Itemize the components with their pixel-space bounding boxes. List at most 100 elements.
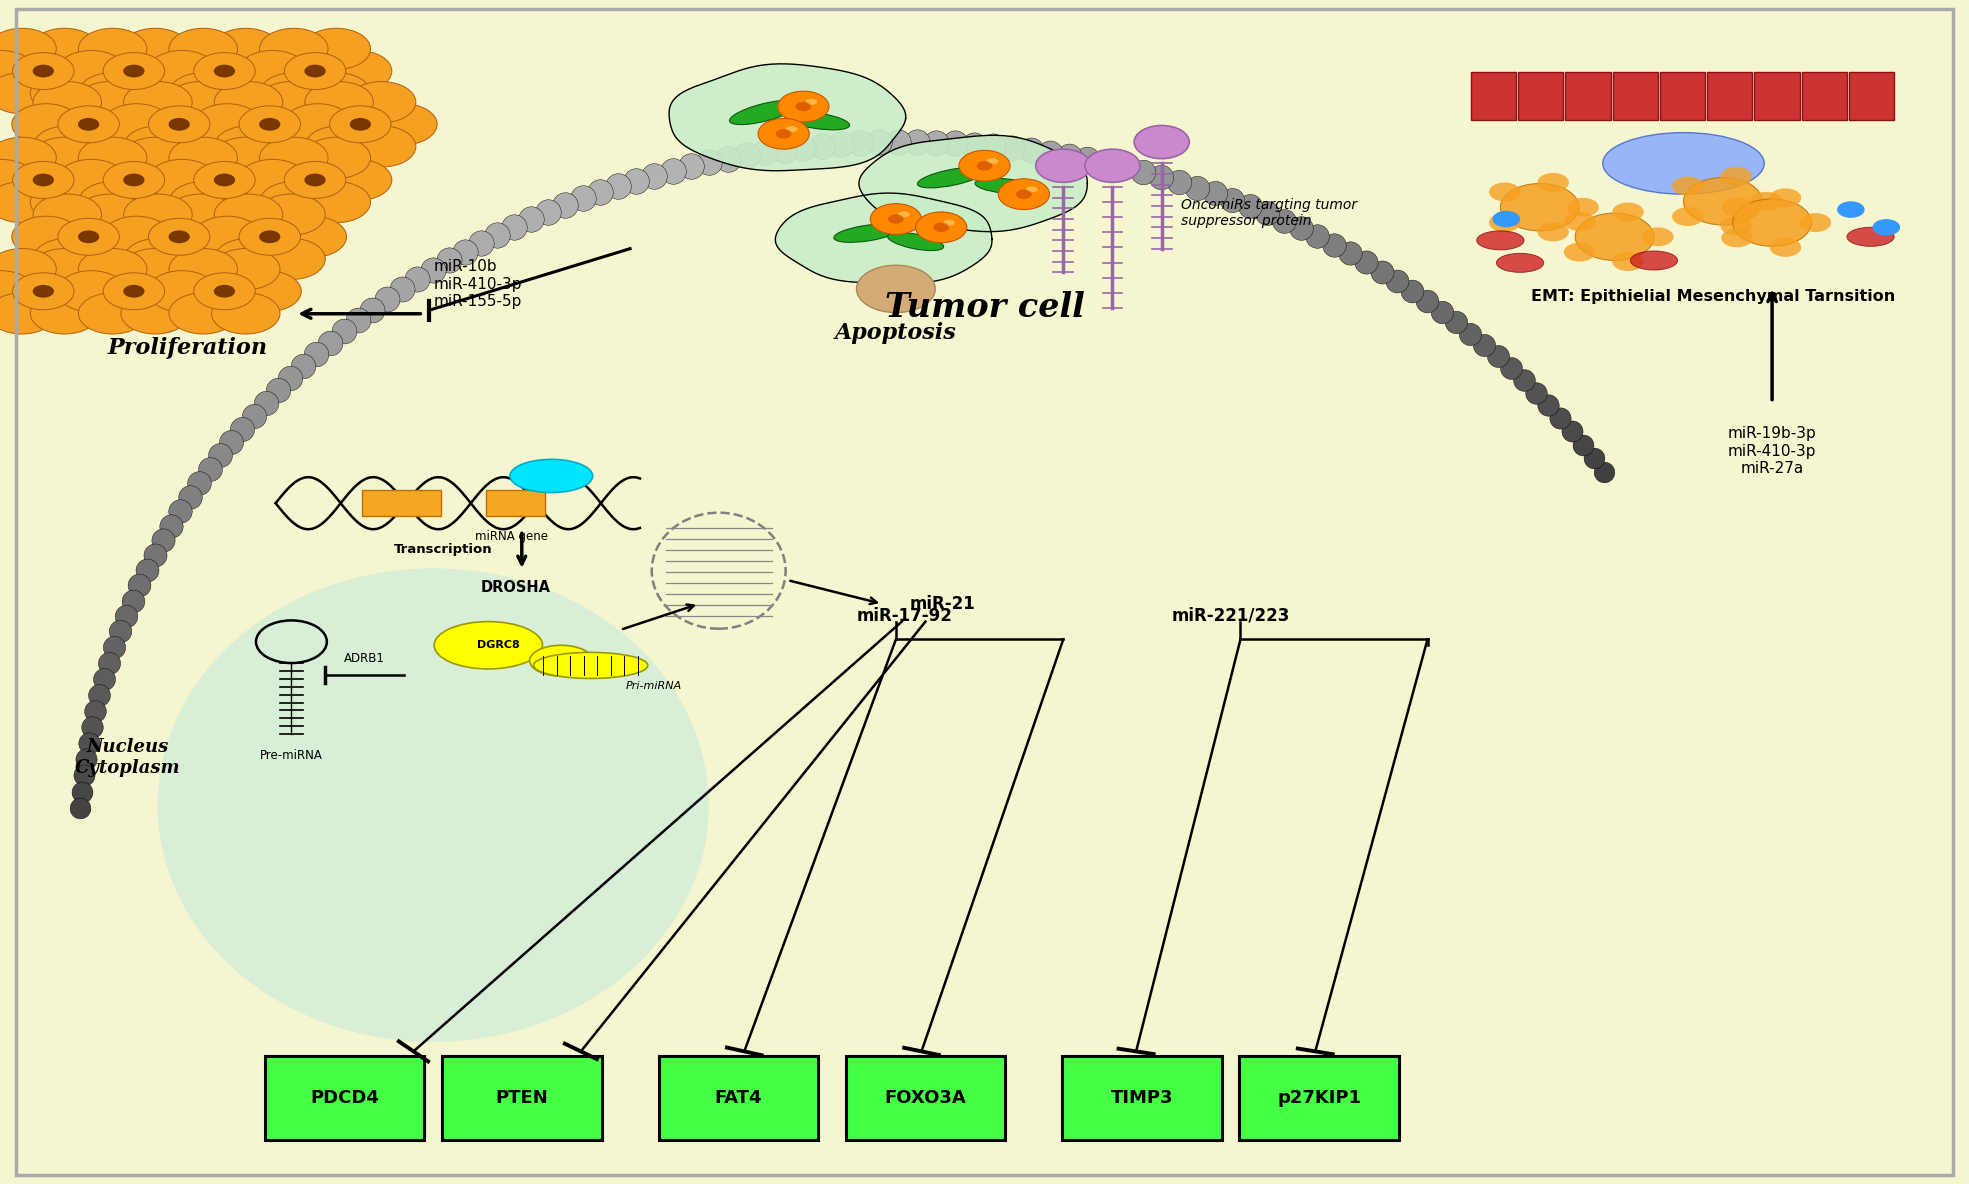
Point <box>1508 371 1540 390</box>
Circle shape <box>0 28 57 70</box>
Circle shape <box>1733 199 1811 246</box>
Circle shape <box>193 104 262 144</box>
Point <box>449 242 480 260</box>
Point <box>1071 150 1103 169</box>
Circle shape <box>323 51 392 91</box>
Point <box>1544 408 1575 427</box>
Point <box>1146 167 1177 186</box>
Circle shape <box>165 238 234 279</box>
Ellipse shape <box>1630 251 1678 270</box>
Circle shape <box>260 137 329 179</box>
Circle shape <box>305 174 325 186</box>
Circle shape <box>0 249 57 290</box>
Text: Nucleus
Cytoplasm: Nucleus Cytoplasm <box>75 739 181 777</box>
Circle shape <box>102 104 171 144</box>
Text: FOXO3A: FOXO3A <box>884 1089 967 1107</box>
Ellipse shape <box>1847 227 1894 246</box>
Circle shape <box>278 104 347 144</box>
Point <box>205 446 236 465</box>
Point <box>1268 211 1300 230</box>
Circle shape <box>79 292 148 334</box>
Point <box>85 686 116 704</box>
Circle shape <box>1613 252 1644 271</box>
Circle shape <box>1721 167 1752 186</box>
FancyBboxPatch shape <box>1660 72 1705 120</box>
FancyBboxPatch shape <box>1613 72 1658 120</box>
Point <box>1286 219 1317 238</box>
FancyBboxPatch shape <box>1471 72 1516 120</box>
Ellipse shape <box>510 459 593 493</box>
Circle shape <box>79 72 148 114</box>
Point <box>183 474 215 493</box>
Circle shape <box>120 181 189 223</box>
FancyBboxPatch shape <box>1849 72 1894 120</box>
Point <box>1366 262 1398 281</box>
Circle shape <box>256 82 325 123</box>
Circle shape <box>350 118 370 130</box>
Circle shape <box>215 126 284 167</box>
Point <box>713 149 744 168</box>
Circle shape <box>278 217 347 257</box>
Point <box>1053 147 1085 166</box>
Text: miRNA gene: miRNA gene <box>475 530 549 543</box>
Point <box>193 459 224 478</box>
Point <box>93 654 124 673</box>
Text: miR-17-92: miR-17-92 <box>857 606 953 625</box>
Circle shape <box>0 160 35 200</box>
Circle shape <box>12 272 75 310</box>
Circle shape <box>323 160 392 200</box>
Circle shape <box>1672 176 1703 195</box>
Circle shape <box>305 126 374 167</box>
Circle shape <box>79 118 98 130</box>
Circle shape <box>1538 223 1569 242</box>
Circle shape <box>238 51 307 91</box>
Circle shape <box>30 28 98 70</box>
Circle shape <box>142 160 211 200</box>
Circle shape <box>124 174 144 186</box>
Circle shape <box>193 217 262 257</box>
Circle shape <box>260 231 280 243</box>
Circle shape <box>51 51 120 91</box>
Circle shape <box>238 218 301 256</box>
Text: Pre-miRNA: Pre-miRNA <box>260 749 323 762</box>
Circle shape <box>1721 217 1752 236</box>
Point <box>1199 184 1231 202</box>
Circle shape <box>169 181 238 223</box>
Point <box>675 157 707 176</box>
Circle shape <box>33 194 102 236</box>
Point <box>1382 271 1414 290</box>
Point <box>110 606 142 625</box>
Point <box>433 251 465 270</box>
Point <box>788 139 819 157</box>
Text: Pri-miRNA: Pri-miRNA <box>626 681 683 690</box>
Circle shape <box>1489 182 1520 201</box>
Circle shape <box>120 137 189 179</box>
Circle shape <box>301 137 370 179</box>
Circle shape <box>79 28 148 70</box>
Point <box>585 182 616 201</box>
Circle shape <box>0 137 57 179</box>
Text: miR-221/223: miR-221/223 <box>1172 606 1290 625</box>
Point <box>67 766 98 785</box>
Circle shape <box>1721 198 1752 217</box>
Circle shape <box>79 231 98 243</box>
Point <box>1412 291 1443 310</box>
Point <box>372 290 404 309</box>
Point <box>1335 244 1366 263</box>
Ellipse shape <box>1026 186 1038 192</box>
Circle shape <box>1800 213 1831 232</box>
Point <box>156 516 187 535</box>
Circle shape <box>301 28 370 70</box>
Point <box>693 153 725 172</box>
Circle shape <box>79 249 148 290</box>
Circle shape <box>305 82 374 123</box>
Circle shape <box>1563 243 1595 262</box>
Circle shape <box>187 104 256 144</box>
Circle shape <box>211 249 280 290</box>
Point <box>1034 143 1065 162</box>
Ellipse shape <box>786 126 797 133</box>
Ellipse shape <box>898 211 910 218</box>
Circle shape <box>758 118 809 149</box>
Circle shape <box>211 181 280 223</box>
Circle shape <box>187 217 256 257</box>
